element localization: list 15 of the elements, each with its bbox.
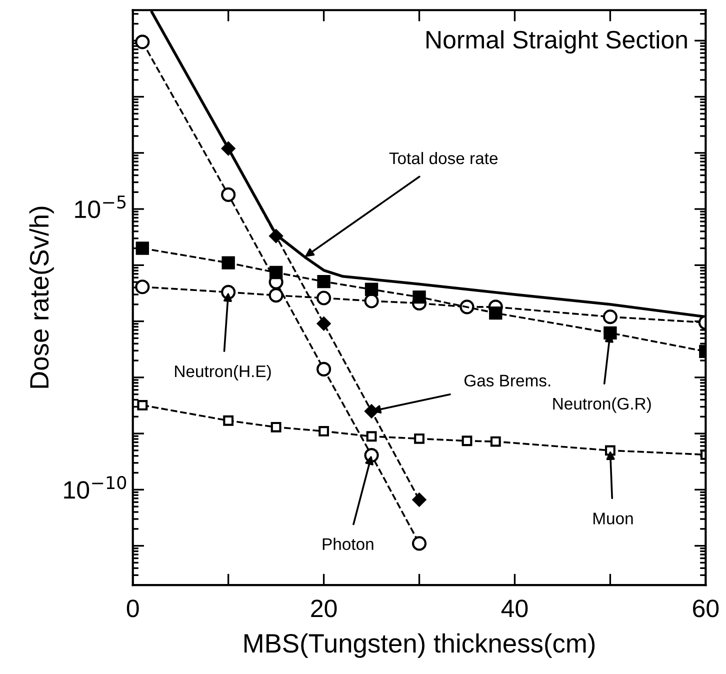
x-tick-label: 60: [693, 600, 719, 618]
text: Normal Straight Section: [426, 30, 687, 54]
y-tick-label: 10$^{−5}$: [75, 196, 126, 218]
annotation: Neutron(G.R): [553, 397, 651, 413]
x-tick-label: 20: [311, 600, 337, 618]
annotation: Neutron(H.E): [175, 364, 271, 380]
y-axis-title: Dose rate(Sv/h): [29, 206, 54, 388]
annotation: Muon: [594, 512, 633, 524]
annotation: Photon: [322, 538, 374, 550]
x-axis-title: MBS(Tungsten) thickness(cm): [244, 633, 595, 658]
y-tick-label: 10$^{−10}$: [64, 476, 126, 499]
x-tick-label: 40: [501, 600, 528, 618]
annotation: Gas Brems.: [464, 374, 550, 387]
x-tick-label: 0: [126, 600, 139, 618]
annotation: Total dose rate: [389, 152, 498, 164]
